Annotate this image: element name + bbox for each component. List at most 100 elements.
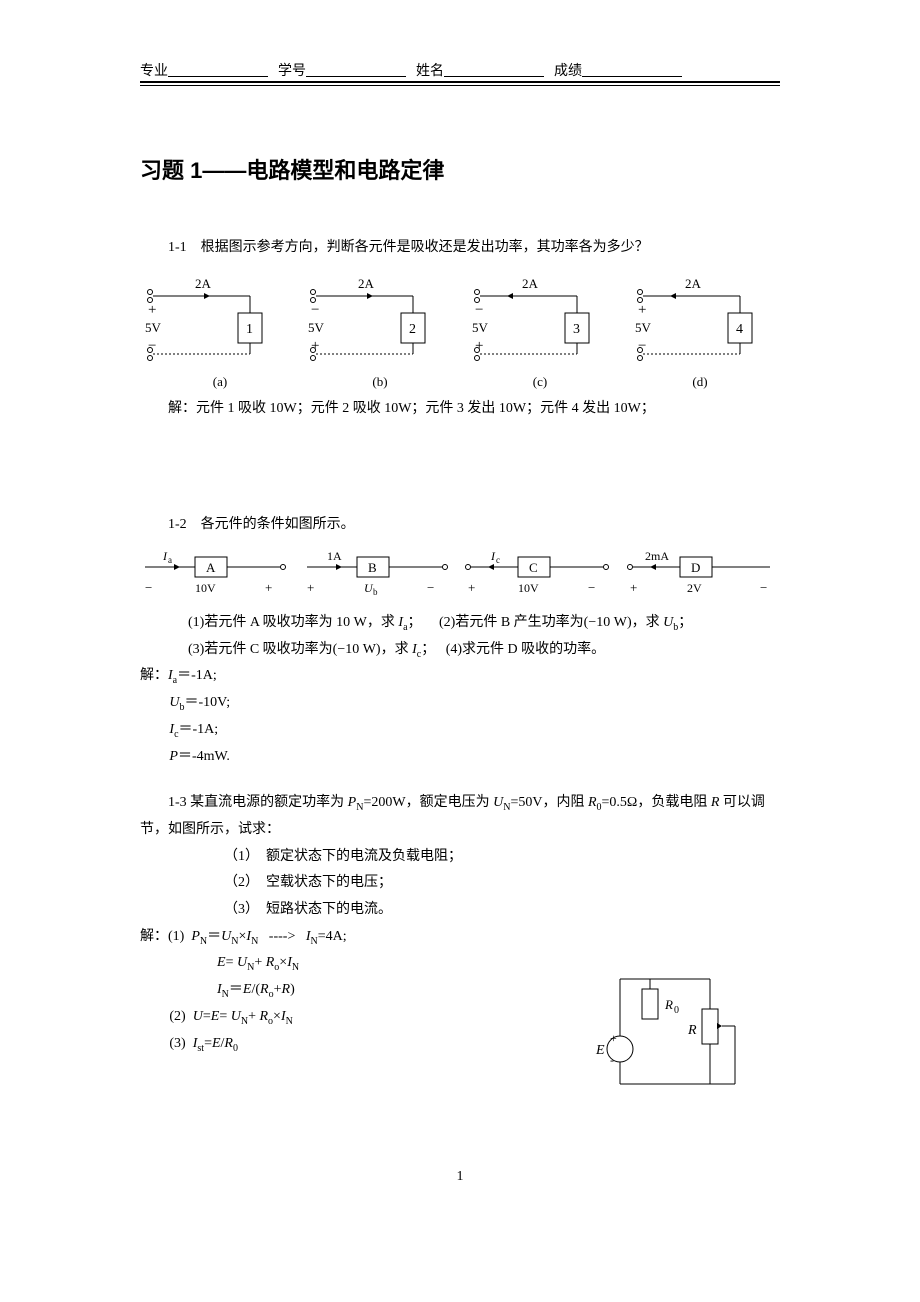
blank-major: [168, 60, 268, 77]
q1-1-intro: 1-1 根据图示参考方向，判断各元件是吸收还是发出功率，其功率各为多少？: [140, 235, 780, 262]
svg-text:+: +: [638, 302, 646, 318]
label-id: 学号: [278, 60, 306, 80]
q1-2-figures: Ia A −10V+ 1A B +Ub− Ic C +10V− 2mA D +2…: [140, 547, 780, 602]
q1-3-solution-block: 解：(1) PN＝UN×IN ----> IN=4A; E= UN+ Ro×IN…: [140, 924, 780, 1109]
svg-text:+: +: [265, 580, 272, 595]
fig-1-1-b: 2A − 5V + 2: [303, 270, 453, 370]
q1-3-line1a: 解：(1) PN＝UN×IN ----> IN=4A;: [140, 924, 580, 951]
q1-3-intro: 1-3 某直流电源的额定功率为 PN=200W，额定电压为 UN=50V，内阻 …: [140, 790, 780, 843]
q1-2-sub3: (3)若元件 C 吸收功率为(−10 W)，求 Ic；: [188, 642, 435, 657]
svg-text:+: +: [307, 580, 314, 595]
cap-c: (c): [460, 374, 620, 390]
svg-text:+: +: [475, 338, 483, 354]
svg-text:D: D: [691, 560, 700, 575]
svg-text:b: b: [373, 587, 378, 597]
label-major: 专业: [140, 60, 168, 80]
q1-3-line1c: IN＝E/(Ro+R): [140, 977, 580, 1004]
q1-2-ans4: P＝-4mW.: [140, 744, 780, 771]
q1-3-line1b: E= UN+ Ro×IN: [140, 950, 580, 977]
svg-text:C: C: [529, 560, 538, 575]
cap-a: (a): [140, 374, 300, 390]
svg-text:1: 1: [246, 322, 253, 337]
q1-1-figures: 2A + 5V − 1 2A − 5V + 2 2A: [140, 270, 780, 370]
svg-text:c: c: [496, 555, 500, 565]
blank-id: [306, 60, 406, 77]
q1-3-solution: 解：(1) PN＝UN×IN ----> IN=4A; E= UN+ Ro×IN…: [140, 924, 580, 1109]
svg-text:−: −: [588, 580, 595, 595]
page-title: 习题 1——电路模型和电路定律: [140, 153, 780, 185]
svg-text:A: A: [206, 560, 216, 575]
q1-1-answer: 解：元件 1 吸收 10W；元件 2 吸收 10W；元件 3 发出 10W；元件…: [140, 396, 780, 423]
svg-text:2A: 2A: [685, 276, 702, 291]
svg-text:−: −: [145, 580, 152, 595]
q1-2-intro: 1-2 各元件的条件如图所示。: [140, 512, 780, 539]
svg-text:B: B: [368, 560, 377, 575]
svg-text:−: −: [311, 302, 319, 318]
svg-text:−: −: [638, 338, 646, 354]
q1-2-subrow2: (3)若元件 C 吸收功率为(−10 W)，求 Ic； (4)求元件 D 吸收的…: [188, 637, 780, 664]
svg-text:R: R: [664, 997, 673, 1012]
svg-text:+: +: [610, 1031, 617, 1045]
svg-text:2mA: 2mA: [645, 549, 669, 563]
header: 专业 学号 姓名 成绩: [140, 60, 780, 83]
svg-text:R: R: [687, 1023, 697, 1038]
q1-3-item3: （3） 短路状态下的电流。: [140, 897, 780, 924]
header-name: 姓名: [416, 60, 544, 80]
svg-text:+: +: [148, 302, 156, 318]
svg-text:2A: 2A: [358, 276, 375, 291]
fig-1-2-d: 2mA D +2V−: [625, 547, 780, 602]
svg-text:5V: 5V: [635, 320, 652, 335]
svg-text:2: 2: [409, 322, 416, 337]
label-name: 姓名: [416, 60, 444, 80]
svg-text:5V: 5V: [472, 320, 489, 335]
svg-text:+: +: [468, 580, 475, 595]
svg-text:10V: 10V: [518, 581, 539, 595]
q1-2-sub1: (1)若元件 A 吸收功率为 10 W，求 Ia；: [188, 615, 422, 630]
page: 专业 学号 姓名 成绩 习题 1——电路模型和电路定律 1-1 根据图示参考方向…: [0, 0, 920, 1245]
q1-1-captions: (a) (b) (c) (d): [140, 374, 780, 390]
svg-text:a: a: [168, 555, 172, 565]
svg-text:10V: 10V: [195, 581, 216, 595]
q1-2-ans1: 解：Ia＝-1A;: [140, 663, 780, 690]
svg-text:−: −: [427, 580, 434, 595]
spacer2: [140, 770, 780, 790]
header-id: 学号: [278, 60, 406, 80]
q1-2-subs: (1)若元件 A 吸收功率为 10 W，求 Ia； (2)若元件 B 产生功率为…: [140, 610, 780, 664]
svg-text:−: −: [148, 338, 156, 354]
spacer: [140, 422, 780, 512]
blank-name: [444, 60, 544, 77]
header-major: 专业: [140, 60, 268, 80]
fig-1-2-c: Ic C +10V−: [463, 547, 618, 602]
svg-text:−: −: [760, 580, 767, 595]
fig-1-1-d: 2A + 5V − 4: [630, 270, 780, 370]
fig-1-2-a: Ia A −10V+: [140, 547, 295, 602]
blank-grade: [582, 60, 682, 77]
cap-b: (b): [300, 374, 460, 390]
svg-text:-: -: [610, 1053, 614, 1067]
q1-2-sub2: (2)若元件 B 产生功率为(−10 W)，求 Ub；: [439, 615, 692, 630]
fig-1-1-c: 2A − 5V + 3: [467, 270, 617, 370]
page-number: 1: [140, 1169, 780, 1185]
svg-text:5V: 5V: [308, 320, 325, 335]
svg-text:+: +: [311, 338, 319, 354]
q1-2-ans3: Ic＝-1A;: [140, 717, 780, 744]
header-grade: 成绩: [554, 60, 682, 80]
q1-3-circuit: R0 + - E R: [580, 924, 780, 1109]
q1-3-item2: （2） 空载状态下的电压；: [140, 870, 780, 897]
svg-text:2A: 2A: [522, 276, 539, 291]
q1-2-sub4: (4)求元件 D 吸收的功率。: [446, 642, 605, 657]
q1-3-line2: (2) U=E= UN+ Ro×IN: [140, 1004, 580, 1031]
q1-3-item1: （1） 额定状态下的电流及负载电阻；: [140, 844, 780, 871]
svg-text:−: −: [475, 302, 483, 318]
svg-text:4: 4: [736, 322, 743, 337]
fig-1-1-a: 2A + 5V − 1: [140, 270, 290, 370]
svg-text:3: 3: [573, 322, 580, 337]
q1-2-subrow1: (1)若元件 A 吸收功率为 10 W，求 Ia； (2)若元件 B 产生功率为…: [188, 610, 780, 637]
circuit-diagram: R0 + - E R: [580, 964, 760, 1104]
q1-3-line3: (3) Ist=E/R0: [140, 1031, 580, 1058]
svg-text:+: +: [630, 580, 637, 595]
svg-text:1A: 1A: [327, 549, 342, 563]
svg-text:E: E: [595, 1043, 605, 1058]
svg-text:0: 0: [674, 1005, 679, 1016]
q1-2-answers: 解：Ia＝-1A; Ub＝-10V; Ic＝-1A; P＝-4mW.: [140, 663, 780, 770]
